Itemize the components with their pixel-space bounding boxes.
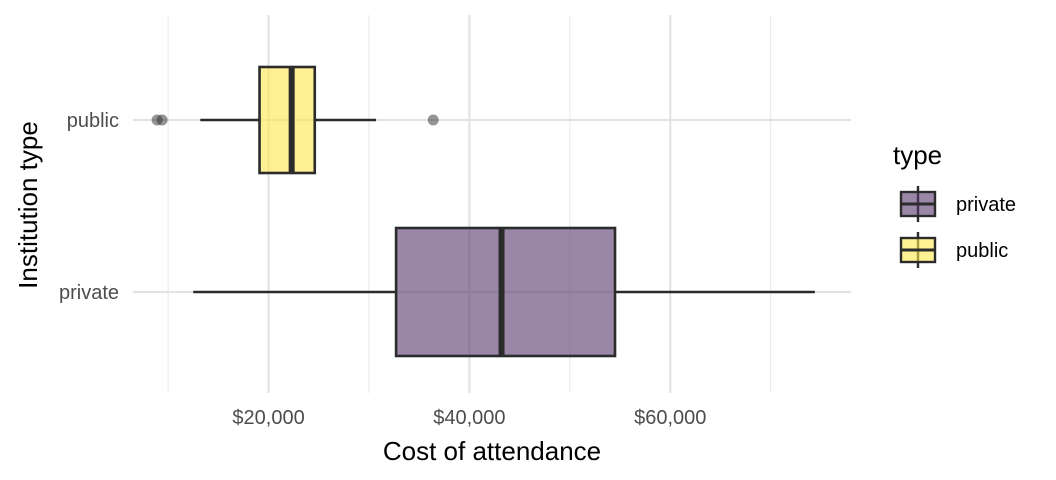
box-iqr — [258, 65, 317, 175]
legend-title: type — [893, 140, 942, 170]
x-axis-title: Cost of attendance — [383, 436, 601, 466]
legend: type private public — [893, 140, 1016, 268]
y-tick-label: public — [67, 110, 119, 132]
y-axis-title: Institution type — [13, 121, 43, 289]
boxes — [151, 65, 815, 358]
legend-item-private: private — [899, 186, 1016, 222]
tick-labels: $20,000 $40,000 $60,000 public private — [59, 110, 706, 429]
x-tick-label: $40,000 — [433, 407, 505, 429]
box-public — [151, 65, 439, 175]
outlier-point — [156, 114, 168, 126]
legend-label: private — [956, 194, 1016, 216]
box-private — [193, 226, 815, 358]
legend-label: public — [956, 240, 1008, 262]
outlier-point — [427, 114, 439, 126]
legend-item-public: public — [899, 232, 1008, 268]
x-tick-label: $60,000 — [634, 407, 706, 429]
y-tick-label: private — [59, 282, 119, 304]
x-tick-label: $20,000 — [232, 407, 304, 429]
box-iqr — [394, 226, 617, 358]
